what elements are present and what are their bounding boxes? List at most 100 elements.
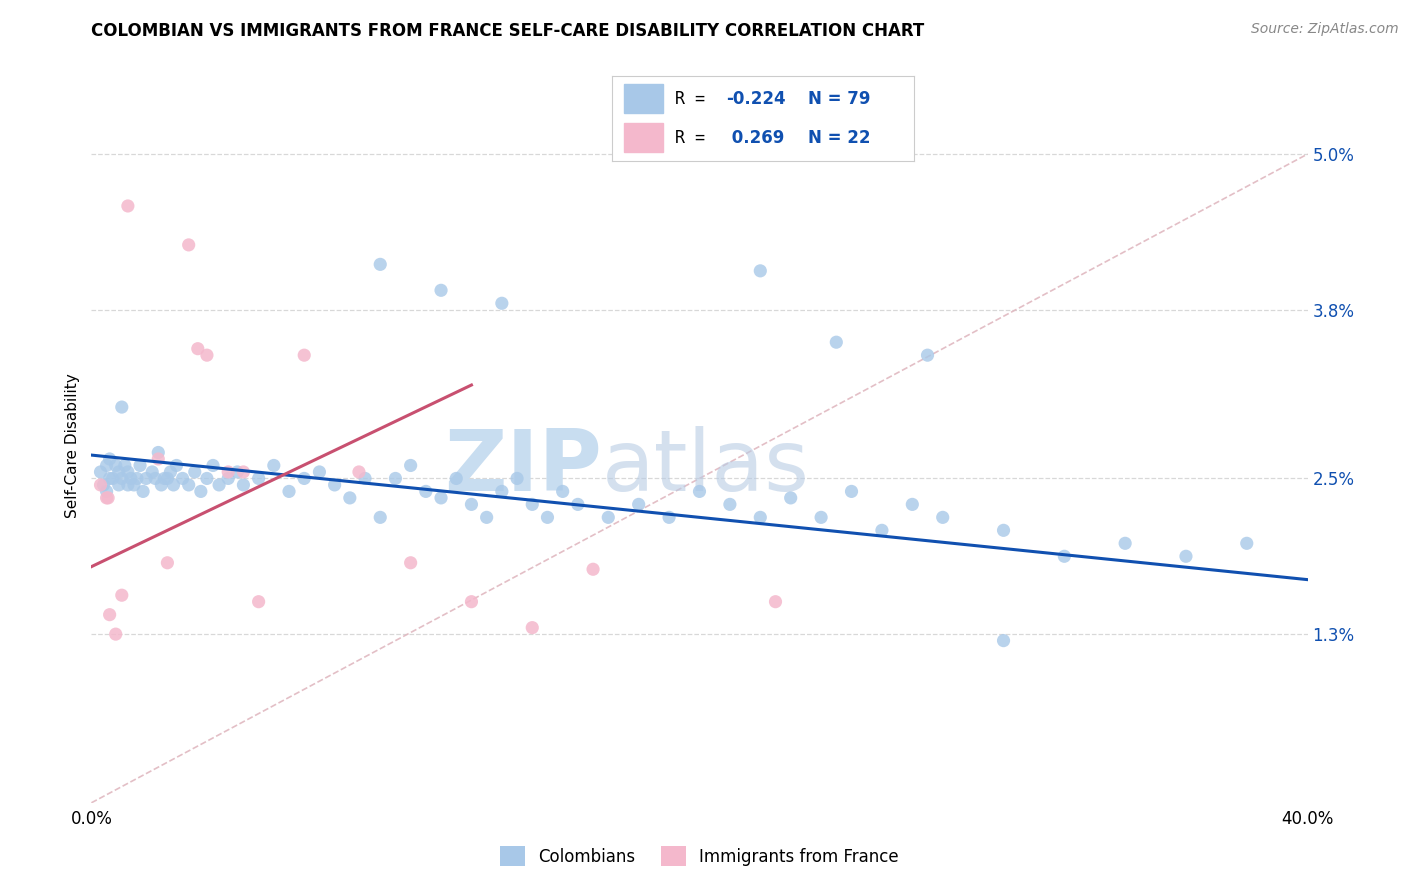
Text: -0.224: -0.224 <box>727 90 786 108</box>
Point <box>582 562 605 576</box>
Point <box>415 484 437 499</box>
Point <box>208 478 231 492</box>
Point <box>97 491 120 505</box>
Point <box>247 471 270 485</box>
Point <box>153 471 176 485</box>
Point <box>749 264 772 278</box>
Point <box>368 510 391 524</box>
Point <box>232 478 254 492</box>
Point <box>323 478 346 492</box>
Point <box>1053 549 1076 564</box>
Point <box>232 465 254 479</box>
Point <box>841 484 863 499</box>
Point <box>292 471 315 485</box>
Point <box>1236 536 1258 550</box>
Point <box>1114 536 1136 550</box>
Point <box>779 491 801 505</box>
Point <box>460 595 482 609</box>
Point <box>135 471 157 485</box>
Point <box>125 471 148 485</box>
Bar <box>624 123 664 152</box>
Point <box>718 497 741 511</box>
Point <box>444 471 467 485</box>
Point <box>117 478 139 492</box>
Point <box>177 238 200 252</box>
Point <box>150 478 173 492</box>
Point <box>491 484 513 499</box>
Point <box>101 471 124 485</box>
Point <box>122 478 145 492</box>
Point <box>825 335 848 350</box>
Point <box>399 458 422 473</box>
Point <box>159 465 181 479</box>
Y-axis label: Self-Care Disability: Self-Care Disability <box>65 374 80 518</box>
Point <box>111 588 134 602</box>
Point <box>143 471 166 485</box>
Point <box>399 556 422 570</box>
Point <box>384 471 406 485</box>
Point <box>247 595 270 609</box>
Text: R =: R = <box>675 128 716 146</box>
Point <box>114 458 136 473</box>
Point <box>1175 549 1198 564</box>
Point <box>430 283 453 297</box>
Point <box>217 471 239 485</box>
Point <box>98 607 121 622</box>
Point <box>292 348 315 362</box>
Point <box>141 465 163 479</box>
Point <box>195 471 218 485</box>
Point <box>931 510 953 524</box>
Point <box>104 458 127 473</box>
Point <box>202 458 225 473</box>
Point <box>263 458 285 473</box>
Point <box>177 478 200 492</box>
Text: atlas: atlas <box>602 425 810 509</box>
Point <box>339 491 361 505</box>
Point <box>89 478 111 492</box>
Point <box>430 491 453 505</box>
Point <box>810 510 832 524</box>
Point <box>226 465 249 479</box>
Point <box>870 524 893 538</box>
Point <box>96 458 118 473</box>
Point <box>993 524 1015 538</box>
Point <box>104 627 127 641</box>
Point <box>107 465 129 479</box>
Point <box>217 465 239 479</box>
Point <box>688 484 710 499</box>
Point <box>522 497 544 511</box>
Point <box>491 296 513 310</box>
Point <box>460 497 482 511</box>
Text: 0.269: 0.269 <box>727 128 785 146</box>
Point <box>117 465 139 479</box>
Point <box>627 497 650 511</box>
Point <box>190 484 212 499</box>
Point <box>184 465 207 479</box>
Point <box>96 484 118 499</box>
Legend: Colombians, Immigrants from France: Colombians, Immigrants from France <box>494 839 905 873</box>
Bar <box>624 85 664 113</box>
Text: N = 79: N = 79 <box>808 90 870 108</box>
Point <box>93 478 115 492</box>
Point <box>89 465 111 479</box>
Point <box>187 342 209 356</box>
Point <box>111 400 134 414</box>
Point <box>166 458 188 473</box>
Point <box>522 621 544 635</box>
Point <box>120 471 142 485</box>
Text: Source: ZipAtlas.com: Source: ZipAtlas.com <box>1251 22 1399 37</box>
Point <box>765 595 787 609</box>
Point <box>917 348 939 362</box>
Point <box>148 445 170 459</box>
Point <box>475 510 498 524</box>
Point <box>98 452 121 467</box>
Point <box>308 465 330 479</box>
Point <box>347 465 370 479</box>
Point <box>132 484 155 499</box>
Text: COLOMBIAN VS IMMIGRANTS FROM FRANCE SELF-CARE DISABILITY CORRELATION CHART: COLOMBIAN VS IMMIGRANTS FROM FRANCE SELF… <box>91 22 925 40</box>
Point <box>195 348 218 362</box>
Point <box>993 633 1015 648</box>
Point <box>156 471 179 485</box>
Point <box>536 510 558 524</box>
Point <box>551 484 574 499</box>
